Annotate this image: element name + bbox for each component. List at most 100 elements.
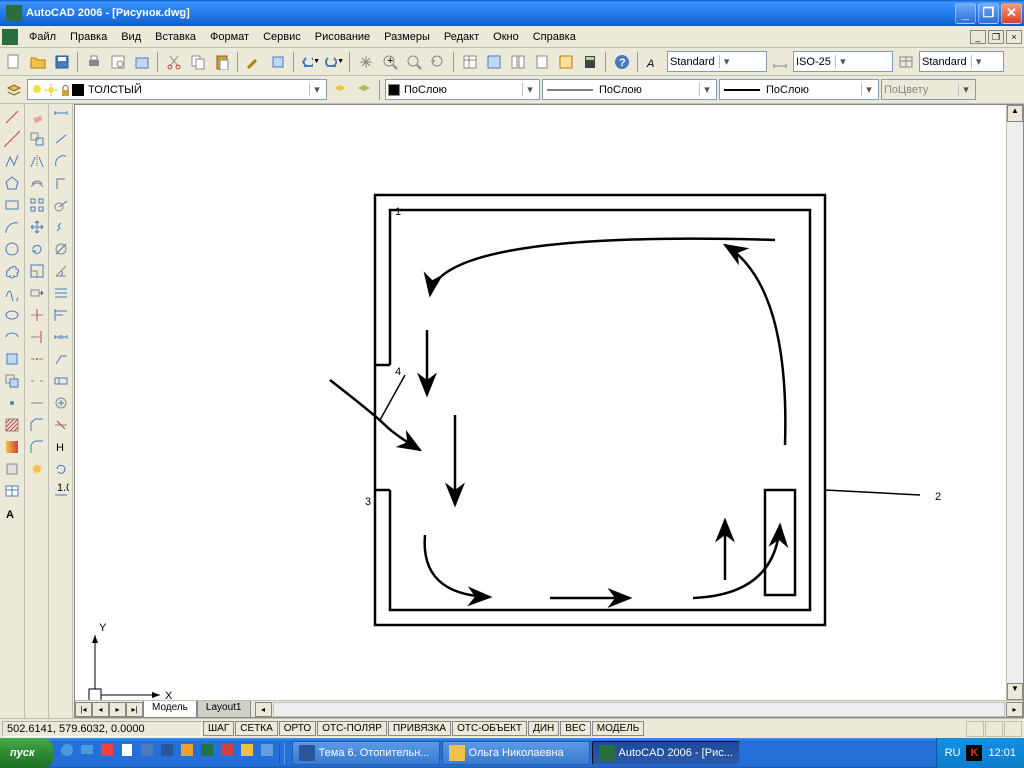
dim-style-icon[interactable] — [769, 51, 791, 73]
dim-style-button[interactable]: 1.0 — [50, 480, 72, 502]
make-block-tool[interactable] — [1, 370, 23, 392]
menu-window[interactable]: Окно — [486, 29, 526, 45]
text-style-icon[interactable]: A — [643, 51, 665, 73]
text-style-dropdown[interactable]: Standard▾ — [667, 51, 767, 72]
break-point-tool[interactable] — [26, 348, 48, 370]
ql-desktop-icon[interactable] — [79, 742, 97, 764]
sheet-set-button[interactable] — [531, 51, 553, 73]
dim-quick-tool[interactable] — [50, 282, 72, 304]
polar-button[interactable]: ОТС-ПОЛЯР — [317, 721, 387, 736]
help-button[interactable]: ? — [611, 51, 633, 73]
undo-button[interactable]: ▼ — [299, 51, 321, 73]
tab-last-button[interactable]: ▸| — [126, 702, 143, 717]
redo-button[interactable]: ▼ — [323, 51, 345, 73]
layer-dropdown[interactable]: ТОЛСТЫЙ ▾ — [27, 79, 327, 100]
ql-app1-icon[interactable] — [99, 742, 117, 764]
layout1-tab[interactable]: Layout1 — [197, 701, 251, 718]
ql-app6-icon[interactable] — [199, 742, 217, 764]
menu-tools[interactable]: Сервис — [256, 29, 308, 45]
dim-tedit-tool[interactable]: H — [50, 436, 72, 458]
tab-first-button[interactable]: |◂ — [75, 702, 92, 717]
erase-tool[interactable] — [26, 106, 48, 128]
paste-button[interactable] — [211, 51, 233, 73]
insert-block-tool[interactable] — [1, 348, 23, 370]
menu-help[interactable]: Справка — [526, 29, 583, 45]
lock-status-icon[interactable] — [985, 721, 1003, 737]
properties-button[interactable] — [459, 51, 481, 73]
extend-tool[interactable] — [26, 326, 48, 348]
linetype-dropdown[interactable]: ПоСлою ▾ — [542, 79, 717, 100]
scale-tool[interactable] — [26, 260, 48, 282]
menu-view[interactable]: Вид — [114, 29, 148, 45]
match-props-button[interactable] — [243, 51, 265, 73]
dim-angular-tool[interactable] — [50, 260, 72, 282]
open-button[interactable] — [27, 51, 49, 73]
menu-draw[interactable]: Рисование — [308, 29, 377, 45]
menu-dimension[interactable]: Размеры — [377, 29, 437, 45]
grid-button[interactable]: СЕТКА — [235, 721, 278, 736]
layer-states-button[interactable] — [353, 79, 375, 101]
design-center-button[interactable] — [483, 51, 505, 73]
new-button[interactable] — [3, 51, 25, 73]
explode-tool[interactable] — [26, 458, 48, 480]
task-word[interactable]: Тема 6. Отопительн... — [292, 741, 440, 765]
layer-props-button[interactable] — [3, 79, 25, 101]
region-tool[interactable] — [1, 458, 23, 480]
line-tool[interactable] — [1, 106, 23, 128]
mdi-minimize-button[interactable]: _ — [970, 30, 986, 44]
ortho-button[interactable]: ОРТО — [279, 721, 316, 736]
mtext-tool[interactable]: A — [1, 502, 23, 524]
drawing-canvas[interactable]: 1234YX — [75, 105, 1006, 700]
revcloud-tool[interactable] — [1, 260, 23, 282]
chamfer-tool[interactable] — [26, 414, 48, 436]
minimize-button[interactable]: _ — [955, 3, 976, 24]
pan-button[interactable] — [355, 51, 377, 73]
ql-app8-icon[interactable] — [239, 742, 257, 764]
dim-style-dropdown[interactable]: ISO-25▾ — [793, 51, 893, 72]
lwt-button[interactable]: ВЕС — [560, 721, 591, 736]
dim-jogged-tool[interactable] — [50, 216, 72, 238]
otrack-button[interactable]: ОТС-ОБЪЕКТ — [452, 721, 527, 736]
lineweight-dropdown[interactable]: ПоСлою ▾ — [719, 79, 879, 100]
close-button[interactable]: ✕ — [1001, 3, 1022, 24]
ellipse-tool[interactable] — [1, 304, 23, 326]
spline-tool[interactable] — [1, 282, 23, 304]
lang-indicator[interactable]: RU — [945, 747, 961, 759]
polygon-tool[interactable] — [1, 172, 23, 194]
markup-button[interactable] — [555, 51, 577, 73]
copy-button[interactable] — [187, 51, 209, 73]
copy-tool[interactable] — [26, 128, 48, 150]
dim-radius-tool[interactable] — [50, 194, 72, 216]
join-tool[interactable] — [26, 392, 48, 414]
ql-ie-icon[interactable] — [59, 742, 77, 764]
arc-tool[interactable] — [1, 216, 23, 238]
dim-ordinate-tool[interactable] — [50, 172, 72, 194]
center-mark-tool[interactable] — [50, 392, 72, 414]
document-icon[interactable] — [2, 29, 18, 45]
block-editor-button[interactable] — [267, 51, 289, 73]
scroll-h-track[interactable] — [273, 702, 1006, 717]
tab-prev-button[interactable]: ◂ — [92, 702, 109, 717]
dyn-button[interactable]: ДИН — [528, 721, 559, 736]
leader-tool[interactable] — [50, 348, 72, 370]
mirror-tool[interactable] — [26, 150, 48, 172]
dim-diameter-tool[interactable] — [50, 238, 72, 260]
circle-tool[interactable] — [1, 238, 23, 260]
gradient-tool[interactable] — [1, 436, 23, 458]
kaspersky-icon[interactable]: K — [966, 745, 982, 761]
dim-baseline-tool[interactable] — [50, 304, 72, 326]
menu-edit[interactable]: Правка — [63, 29, 114, 45]
zoom-window-button[interactable] — [403, 51, 425, 73]
scroll-up-button[interactable]: ▲ — [1007, 105, 1023, 122]
hatch-tool[interactable] — [1, 414, 23, 436]
array-tool[interactable] — [26, 194, 48, 216]
ql-app4-icon[interactable] — [159, 742, 177, 764]
offset-tool[interactable] — [26, 172, 48, 194]
quickcalc-button[interactable] — [579, 51, 601, 73]
scroll-right-button[interactable]: ▸ — [1006, 702, 1023, 717]
ql-app2-icon[interactable] — [119, 742, 137, 764]
mdi-restore-button[interactable]: ❐ — [988, 30, 1004, 44]
xline-tool[interactable] — [1, 128, 23, 150]
clock[interactable]: 12:01 — [988, 747, 1016, 759]
publish-button[interactable] — [131, 51, 153, 73]
